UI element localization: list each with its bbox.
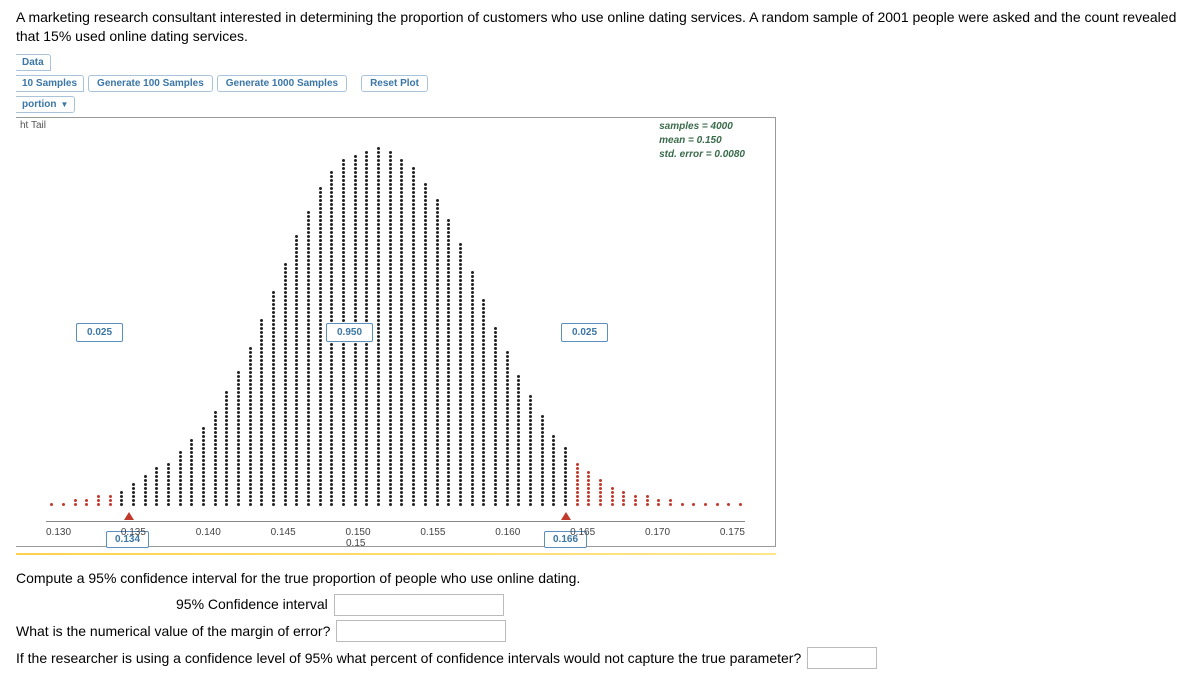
dot-column	[432, 199, 443, 506]
dot-column	[222, 391, 233, 506]
dot-column	[58, 503, 69, 506]
x-axis	[46, 521, 745, 522]
dot-column	[93, 495, 104, 506]
proportion-dropdown[interactable]: portion ▼	[16, 96, 75, 113]
dot-column	[653, 499, 664, 506]
reset-plot-button[interactable]: Reset Plot	[361, 75, 428, 92]
dot-column	[490, 327, 501, 506]
dot-column	[455, 243, 466, 506]
confidence-interval-input[interactable]	[334, 594, 504, 616]
dot-column	[397, 159, 408, 506]
question-2: What is the numerical value of the margi…	[16, 618, 330, 645]
generate-100-button[interactable]: Generate 100 Samples	[88, 75, 213, 92]
chevron-down-icon: ▼	[60, 100, 68, 109]
axis-tick: 0.150	[346, 527, 371, 538]
dot-column	[502, 351, 513, 506]
dot-column	[245, 347, 256, 506]
dot-column	[198, 427, 209, 506]
dot-column	[140, 475, 151, 506]
divider-line	[16, 553, 776, 555]
dot-column	[82, 499, 93, 506]
dot-column	[385, 151, 396, 506]
dot-column	[478, 299, 489, 506]
dot-column	[548, 435, 559, 506]
dot-column	[233, 371, 244, 506]
dot-column	[280, 263, 291, 506]
dot-column	[315, 187, 326, 506]
dot-column	[163, 463, 174, 506]
question-3: If the researcher is using a confidence …	[16, 645, 801, 672]
dot-column	[303, 211, 314, 506]
left-tail-prob[interactable]: 0.025	[76, 323, 123, 342]
question-1b-label: 95% Confidence interval	[176, 591, 328, 618]
axis-tick: 0.140	[196, 527, 221, 538]
dot-column	[525, 395, 536, 506]
dot-column	[630, 495, 641, 506]
tail-label: ht Tail	[20, 120, 46, 131]
dot-column	[723, 503, 734, 506]
dotplot: ht Tail samples = 4000 mean = 0.150 std.…	[16, 117, 776, 547]
dot-column	[257, 319, 268, 506]
left-slider-icon[interactable]	[124, 512, 134, 520]
center-prob[interactable]: 0.950	[326, 323, 373, 342]
dot-column	[152, 467, 163, 506]
dot-column	[665, 499, 676, 506]
axis-tick: 0.175	[720, 527, 745, 538]
dot-column	[420, 183, 431, 506]
dropdown-label: portion	[22, 99, 56, 110]
question-1a: Compute a 95% confidence interval for th…	[16, 565, 1184, 592]
dot-column	[47, 503, 58, 506]
generate-10-button[interactable]: 10 Samples	[16, 75, 84, 92]
axis-tick: 0.170	[645, 527, 670, 538]
dot-column	[443, 219, 454, 506]
dot-column	[595, 479, 606, 506]
dot-column	[618, 491, 629, 506]
stat-samples: samples = 4000	[659, 120, 745, 134]
dot-column	[513, 375, 524, 506]
axis-tick: 0.160	[495, 527, 520, 538]
dot-column	[105, 495, 116, 506]
right-slider-icon[interactable]	[561, 512, 571, 520]
dot-column	[268, 291, 279, 506]
dot-column	[583, 471, 594, 506]
dot-column	[210, 411, 221, 506]
dot-column	[292, 235, 303, 506]
axis-tick: 0.165	[570, 527, 595, 538]
axis-center-sublabel: 0.15	[346, 538, 365, 549]
problem-statement: A marketing research consultant interest…	[16, 8, 1184, 46]
dot-column	[128, 483, 139, 506]
dot-column	[187, 439, 198, 506]
dot-column	[560, 447, 571, 506]
dot-column	[373, 147, 384, 506]
dot-column	[700, 503, 711, 506]
axis-tick: 0.145	[271, 527, 296, 538]
dot-column	[572, 463, 583, 506]
axis-tick: 0.130	[46, 527, 71, 538]
axis-tick: 0.135	[121, 527, 146, 538]
dot-column	[642, 495, 653, 506]
dot-column	[712, 503, 723, 506]
dot-column	[735, 503, 746, 506]
percent-not-captured-input[interactable]	[807, 647, 877, 669]
margin-of-error-input[interactable]	[336, 620, 506, 642]
tab-data[interactable]: Data	[16, 54, 51, 71]
generate-1000-button[interactable]: Generate 1000 Samples	[217, 75, 347, 92]
right-tail-prob[interactable]: 0.025	[561, 323, 608, 342]
dot-column	[677, 503, 688, 506]
dot-column	[537, 415, 548, 506]
dot-column	[70, 499, 81, 506]
dot-column	[408, 167, 419, 506]
dot-column	[607, 487, 618, 506]
bars-container	[46, 146, 746, 506]
axis-ticks: 0.130 0.135 0.140 0.145 0.150 0.155 0.160 0.165…	[46, 527, 745, 538]
dot-column	[117, 491, 128, 506]
dot-column	[175, 451, 186, 506]
dot-column	[688, 503, 699, 506]
axis-tick: 0.155	[420, 527, 445, 538]
dot-column	[467, 271, 478, 506]
